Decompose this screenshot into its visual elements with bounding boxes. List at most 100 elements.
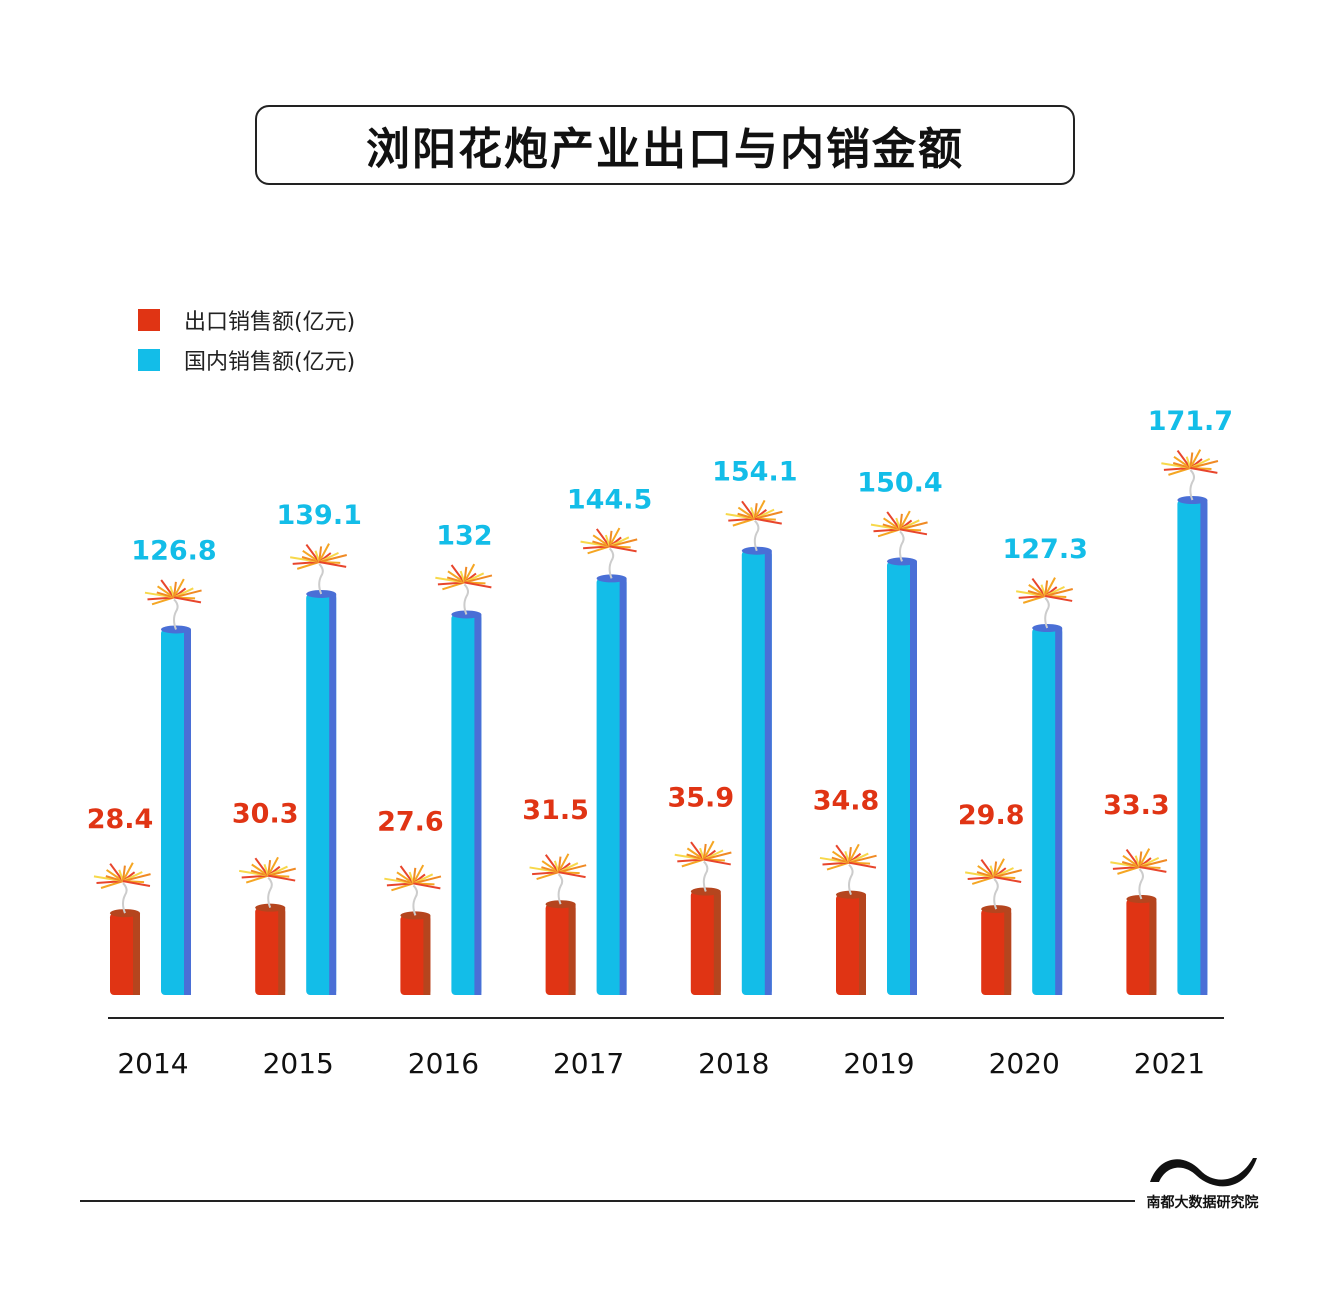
firework-icon-domestic-2020 [1015,577,1074,604]
bar-shade-domestic-2021 [1200,500,1208,995]
bar-export-2016 [400,915,431,995]
bar-export-2018 [690,891,721,995]
bar-domestic-2014 [161,629,191,995]
bar-shade-export-2019 [859,894,866,995]
fuse-domestic-2014 [173,598,179,630]
fuse-domestic-2021 [1189,469,1195,501]
bar-export-2017 [545,904,576,995]
bar-export-2021 [1126,898,1157,995]
fuse-export-2016 [412,884,418,916]
x-tick-label-2019: 2019 [843,1047,914,1080]
bar-shade-export-2018 [713,891,721,995]
legend-label-export: 出口销售额(亿元) [184,310,356,335]
data-label-export-2021: 33.3 [1103,790,1170,821]
bar-domestic-2017 [596,578,627,995]
firework-icon-domestic-2021 [1161,449,1219,476]
bar-shade-domestic-2020 [1055,628,1063,995]
footer-divider [80,1200,1135,1202]
legend-item-domestic: 国内销售额(亿元) [138,340,355,380]
bar-domestic-2020 [1032,628,1063,995]
firework-icon-export-2015 [238,856,297,884]
x-tick-label-2016: 2016 [408,1047,479,1080]
legend: 出口销售额(亿元) 国内销售额(亿元) [138,300,355,380]
data-label-domestic-2017: 144.5 [567,484,652,515]
legend-label-domestic: 国内销售额(亿元) [184,350,356,375]
fuse-export-2015 [267,876,273,909]
fuse-export-2017 [557,873,564,905]
firework-icon-domestic-2016 [435,563,493,591]
bar-shade-domestic-2015 [329,593,337,995]
data-label-export-2018: 35.9 [667,783,734,814]
x-tick-label-2014: 2014 [117,1047,188,1080]
logo-wave-icon [1150,1158,1257,1187]
data-label-export-2016: 27.6 [377,806,444,837]
data-label-export-2017: 31.5 [522,795,589,826]
fuse-domestic-2019 [899,530,905,562]
firework-icon-export-2016 [384,864,442,892]
bar-shade-export-2021 [1149,898,1157,995]
fuse-export-2020 [993,878,999,910]
data-label-domestic-2021: 171.7 [1148,406,1233,437]
fuse-export-2019 [848,863,854,896]
data-label-domestic-2019: 150.4 [857,467,942,498]
firework-icon-export-2021 [1110,848,1168,875]
x-tick-label-2017: 2017 [553,1047,624,1080]
data-label-domestic-2018: 154.1 [712,457,797,488]
data-label-export-2019: 34.8 [813,786,880,817]
x-tick-label-2021: 2021 [1134,1047,1205,1080]
data-label-domestic-2020: 127.3 [1002,534,1087,565]
firework-icon-domestic-2019 [870,510,928,538]
bar-domestic-2016 [451,614,482,995]
firework-icon-domestic-2015 [289,543,348,570]
firework-icon-export-2019 [819,843,877,871]
x-tick-label-2020: 2020 [989,1047,1060,1080]
data-label-domestic-2016: 132 [436,520,492,551]
bar-domestic-2015 [306,593,337,995]
logo: 南都大数据研究院 [1145,1152,1260,1212]
chart-title: 浏阳花炮产业出口与内销金额 [255,105,1075,185]
fuse-export-2021 [1138,868,1144,900]
bar-shade-export-2014 [133,913,140,995]
fuse-export-2018 [702,860,709,892]
firework-icon-domestic-2018 [725,499,783,527]
x-tick-label-2018: 2018 [698,1047,769,1080]
bar-shade-export-2015 [278,907,286,995]
bar-shade-export-2020 [1004,909,1012,995]
firework-icon-export-2014 [93,862,151,889]
bar-shade-export-2016 [423,915,431,995]
fuse-domestic-2017 [608,547,615,579]
bar-domestic-2021 [1177,500,1208,995]
data-label-domestic-2015: 139.1 [276,500,361,531]
bar-domestic-2018 [741,550,772,995]
bar-export-2019 [836,894,866,995]
bar-shade-domestic-2014 [184,629,191,995]
fuse-domestic-2016 [463,583,469,615]
firework-icon-domestic-2017 [580,527,638,555]
bar-shade-export-2017 [568,904,576,995]
bar-shade-domestic-2018 [764,550,772,995]
fuse-export-2014 [122,882,128,914]
bar-export-2014 [110,913,140,995]
bar-domestic-2019 [887,561,917,995]
bar-shade-domestic-2016 [474,614,482,995]
x-tick-label-2015: 2015 [263,1047,334,1080]
bar-export-2015 [255,907,286,995]
bar-shade-domestic-2017 [619,578,627,995]
data-label-export-2015: 30.3 [232,799,299,830]
fuse-domestic-2018 [753,520,760,552]
fuse-domestic-2015 [318,563,324,595]
bar-shade-domestic-2019 [910,561,917,995]
legend-swatch-export [138,309,160,331]
bar-export-2020 [981,909,1012,995]
firework-icon-export-2018 [674,840,732,868]
firework-icon-export-2020 [964,858,1023,885]
data-label-export-2014: 28.4 [87,804,154,835]
firework-icon-domestic-2014 [144,578,202,606]
fuse-domestic-2020 [1044,597,1050,629]
logo-text: 南都大数据研究院 [1146,1195,1259,1211]
legend-swatch-domestic [138,349,160,371]
data-label-domestic-2014: 126.8 [131,535,216,566]
legend-item-export: 出口销售额(亿元) [138,300,355,340]
data-label-export-2020: 29.8 [958,800,1025,831]
